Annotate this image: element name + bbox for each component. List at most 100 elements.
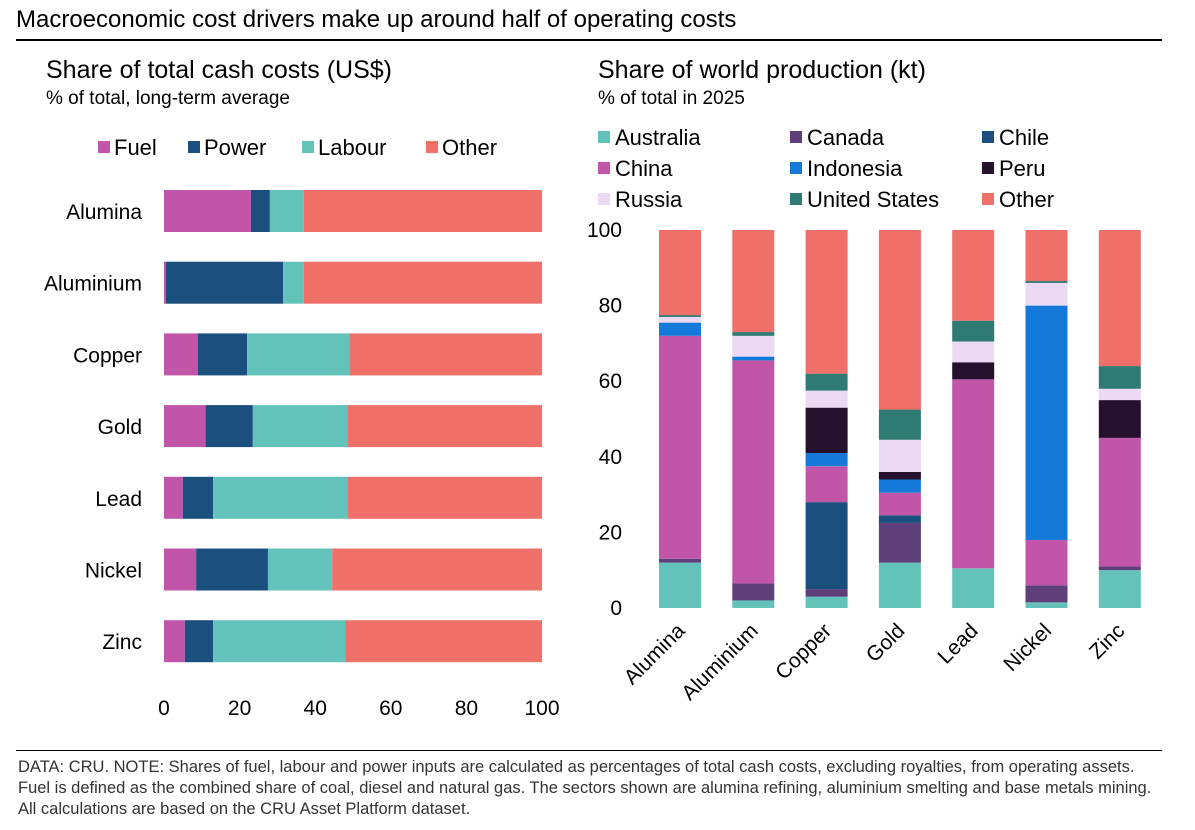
bar-copper-russia bbox=[805, 390, 848, 408]
bar-copper-indonesia bbox=[805, 453, 848, 467]
category-label-nickel: Nickel bbox=[999, 619, 1056, 676]
category-label-alumina: Alumina bbox=[66, 201, 142, 224]
legend-swatch-fuel bbox=[98, 141, 110, 153]
bar-nickel-australia bbox=[1025, 602, 1068, 608]
bar-zinc-russia bbox=[1098, 388, 1141, 401]
x-tick-label: 40 bbox=[304, 697, 327, 720]
bar-copper-china bbox=[805, 466, 848, 503]
legend-label-australia: Australia bbox=[615, 125, 701, 150]
bar-gold-chile bbox=[878, 515, 921, 523]
legend-label-chile: Chile bbox=[999, 125, 1049, 150]
bar-copper-power bbox=[198, 333, 248, 376]
bar-aluminium-indonesia bbox=[732, 356, 775, 361]
category-label-zinc: Zinc bbox=[1085, 619, 1129, 663]
y-tick-label: 60 bbox=[599, 370, 622, 393]
cash-costs-chart: Fuel Power Labour Other Alumina Aluminium Copp… bbox=[44, 135, 560, 720]
y-tick-label: 20 bbox=[599, 521, 622, 544]
bar-alumina-labour bbox=[269, 190, 304, 232]
legend-label-other: Other bbox=[442, 135, 497, 160]
chart-title: Macroeconomic cost drivers make up aroun… bbox=[16, 6, 737, 33]
right-panel-subtitle: % of total in 2025 bbox=[598, 88, 745, 109]
legend-swatch-australia bbox=[598, 131, 610, 143]
y-tick-label: 100 bbox=[587, 219, 622, 242]
bar-nickel-indonesia bbox=[1025, 305, 1068, 540]
bar-copper-australia bbox=[805, 596, 848, 608]
y-tick-label: 40 bbox=[599, 446, 622, 469]
bar-zinc-canada bbox=[1098, 566, 1141, 571]
legend-label-labour: Labour bbox=[318, 135, 387, 160]
footnote-divider bbox=[16, 750, 1162, 751]
bar-nickel-other bbox=[332, 548, 542, 591]
bar-nickel-power bbox=[196, 548, 268, 591]
bar-lead-australia bbox=[952, 568, 995, 608]
x-tick-label: 60 bbox=[379, 697, 402, 720]
legend-label-united-states: United States bbox=[807, 187, 939, 212]
legend-swatch-power bbox=[188, 141, 200, 153]
legend-swatch-peru bbox=[982, 162, 994, 174]
bar-lead-other bbox=[952, 230, 995, 321]
bar-zinc-united-states bbox=[1098, 366, 1141, 389]
legend-swatch-other bbox=[426, 141, 438, 153]
bar-gold-russia bbox=[878, 439, 921, 472]
bar-gold-other bbox=[878, 230, 921, 410]
world-production-chart: Australia Canada Chile China Indonesia Peru Ru… bbox=[587, 125, 1141, 705]
bar-alumina-indonesia bbox=[659, 322, 701, 336]
bar-aluminium-labour bbox=[283, 261, 304, 304]
bar-nickel-canada bbox=[1025, 585, 1068, 603]
bar-aluminium-fuel bbox=[164, 261, 166, 304]
bar-copper-united-states bbox=[805, 373, 848, 391]
bar-zinc-peru bbox=[1098, 400, 1141, 438]
footnote: DATA: CRU. NOTE: Shares of fuel, labour … bbox=[18, 758, 1152, 818]
category-label-copper: Copper bbox=[73, 344, 142, 367]
bar-copper-other bbox=[805, 230, 848, 374]
bar-copper-chile bbox=[805, 502, 848, 590]
bar-alumina-other bbox=[303, 190, 542, 232]
legend-swatch-united-states bbox=[790, 193, 802, 205]
bar-alumina-russia bbox=[659, 316, 701, 323]
bar-alumina-australia bbox=[659, 562, 701, 608]
category-label-alumina: Alumina bbox=[620, 619, 690, 689]
bar-nickel-russia bbox=[1025, 282, 1068, 306]
bar-alumina-china bbox=[659, 335, 701, 559]
bar-alumina-fuel bbox=[164, 190, 251, 232]
category-label-aluminium: Aluminium bbox=[677, 619, 763, 705]
bar-lead-labour bbox=[213, 476, 348, 519]
bar-aluminium-australia bbox=[732, 600, 775, 608]
category-label-gold: Gold bbox=[862, 619, 910, 667]
bar-alumina-other bbox=[659, 230, 701, 316]
legend-swatch-labour bbox=[302, 141, 314, 153]
bar-nickel-united-states bbox=[1025, 281, 1068, 283]
left-panel-subtitle: % of total, long-term average bbox=[46, 88, 290, 109]
bar-gold-china bbox=[878, 492, 921, 516]
bar-gold-united-states bbox=[878, 409, 921, 440]
category-label-gold: Gold bbox=[98, 416, 142, 439]
bar-gold-other bbox=[347, 405, 542, 448]
category-label-nickel: Nickel bbox=[85, 560, 142, 583]
legend-swatch-russia bbox=[598, 193, 610, 205]
category-label-lead: Lead bbox=[95, 488, 142, 511]
bar-nickel-china bbox=[1025, 539, 1068, 586]
bar-lead-other bbox=[347, 476, 542, 519]
bar-lead-power bbox=[182, 476, 214, 519]
bar-aluminium-other bbox=[303, 261, 542, 304]
bar-aluminium-canada bbox=[732, 583, 775, 601]
title-divider bbox=[16, 39, 1162, 41]
bar-gold-australia bbox=[878, 562, 921, 608]
bar-zinc-other bbox=[345, 620, 542, 663]
bar-nickel-other bbox=[1025, 230, 1068, 282]
category-label-lead: Lead bbox=[933, 619, 982, 668]
bar-gold-peru bbox=[878, 471, 921, 480]
bar-copper-other bbox=[349, 333, 542, 376]
bar-gold-labour bbox=[252, 405, 348, 448]
bar-gold-power bbox=[205, 405, 253, 448]
bar-gold-indonesia bbox=[878, 479, 921, 493]
bar-zinc-labour bbox=[213, 620, 346, 663]
bar-aluminium-united-states bbox=[732, 332, 775, 336]
category-label-aluminium: Aluminium bbox=[44, 273, 142, 296]
bar-aluminium-power bbox=[165, 261, 284, 304]
right-panel-title: Share of world production (kt) bbox=[598, 56, 926, 84]
bar-nickel-fuel bbox=[164, 548, 197, 591]
bar-alumina-power bbox=[250, 190, 270, 232]
bar-zinc-australia bbox=[1098, 570, 1141, 608]
legend-label-china: China bbox=[615, 156, 673, 181]
